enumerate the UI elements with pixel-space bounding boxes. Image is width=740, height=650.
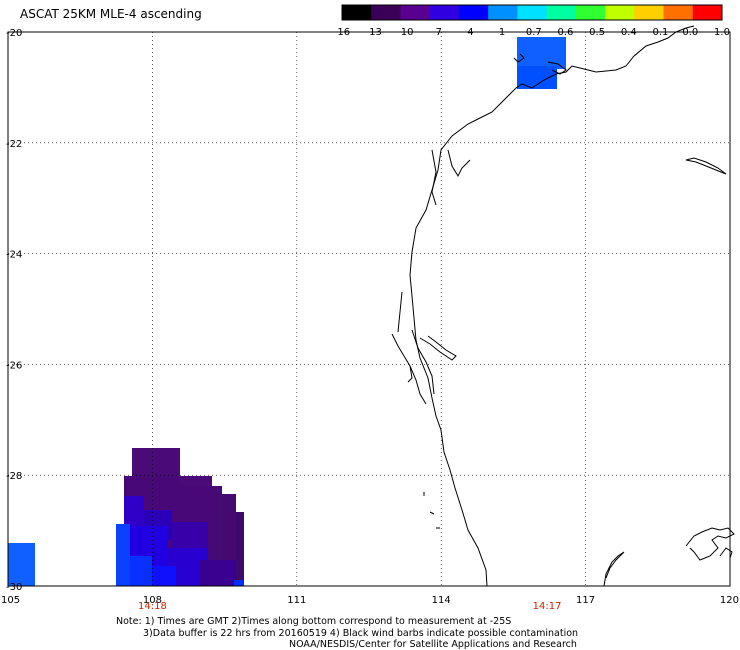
colorbar-segment (517, 5, 548, 20)
colorbar-segment (371, 5, 401, 20)
colorbar-segment (663, 5, 694, 20)
longitude-label: 114 (432, 595, 451, 606)
longitude-label: 111 (287, 595, 306, 606)
colorbar-segment (488, 5, 518, 20)
time-labels: 14:18 14:17 (138, 601, 562, 612)
time-label: 14:18 (138, 601, 167, 612)
scatterometer-swaths (8, 37, 566, 586)
longitude-label: 120 (720, 595, 739, 606)
colorbar-segment (605, 5, 635, 20)
swath-sw-cell (152, 566, 176, 586)
time-label: 14:17 (533, 601, 562, 612)
longitude-label: 117 (576, 595, 595, 606)
swath-sw-cell (130, 556, 152, 586)
latitude-label: -22 (6, 139, 22, 150)
colorbar-segment (429, 5, 460, 20)
latitude-label: -28 (6, 471, 22, 482)
latitude-label: -26 (6, 360, 22, 371)
note-line-2: 3)Data buffer is 22 hrs from 20160519 4)… (143, 628, 579, 639)
longitude-labels: 105 108 111 114 117 120 (1, 595, 739, 606)
colorbar-segment (342, 5, 372, 20)
map-frame (7, 31, 731, 587)
swath-ne-cell (517, 66, 557, 89)
swath-sw-cell (172, 522, 208, 552)
latitude-label: -30 (6, 582, 22, 593)
graticule (8, 32, 730, 586)
note-line-3: NOAA/NESDIS/Center for Satellite Applica… (289, 639, 577, 650)
colorbar-segment (575, 5, 606, 20)
swath-west-cell (8, 543, 35, 586)
swath-sw-cell (180, 476, 212, 486)
colorbar-segment (458, 5, 489, 20)
colorbar-segment (634, 5, 665, 20)
latitude-label: -20 (6, 28, 22, 39)
swath-sw-cell (200, 560, 236, 586)
colorbar-segment (400, 5, 431, 20)
map-title: ASCAT 25KM MLE-4 ascending (20, 7, 202, 21)
swath-sw-cell (116, 524, 130, 586)
swath-sw-cell (132, 448, 180, 478)
swath-sw-cell (234, 580, 244, 586)
swath-sw-cell (124, 496, 144, 526)
swath-sw-cell (236, 512, 244, 586)
colorbar-segment (692, 5, 723, 20)
colorbar (341, 4, 723, 21)
colorbar-border (341, 4, 723, 21)
note-line-1: Note: 1) Times are GMT 2)Times along bot… (116, 616, 512, 627)
swath-sw-cell (212, 486, 222, 586)
longitude-label: 105 (1, 595, 20, 606)
colorbar-segment (546, 5, 577, 20)
latitude-label: -24 (6, 250, 22, 261)
longitude-label: 108 (143, 595, 162, 606)
australia-coastline (391, 25, 735, 587)
latitude-labels: -20 -22 -24 -26 -28 -30 (6, 28, 22, 593)
